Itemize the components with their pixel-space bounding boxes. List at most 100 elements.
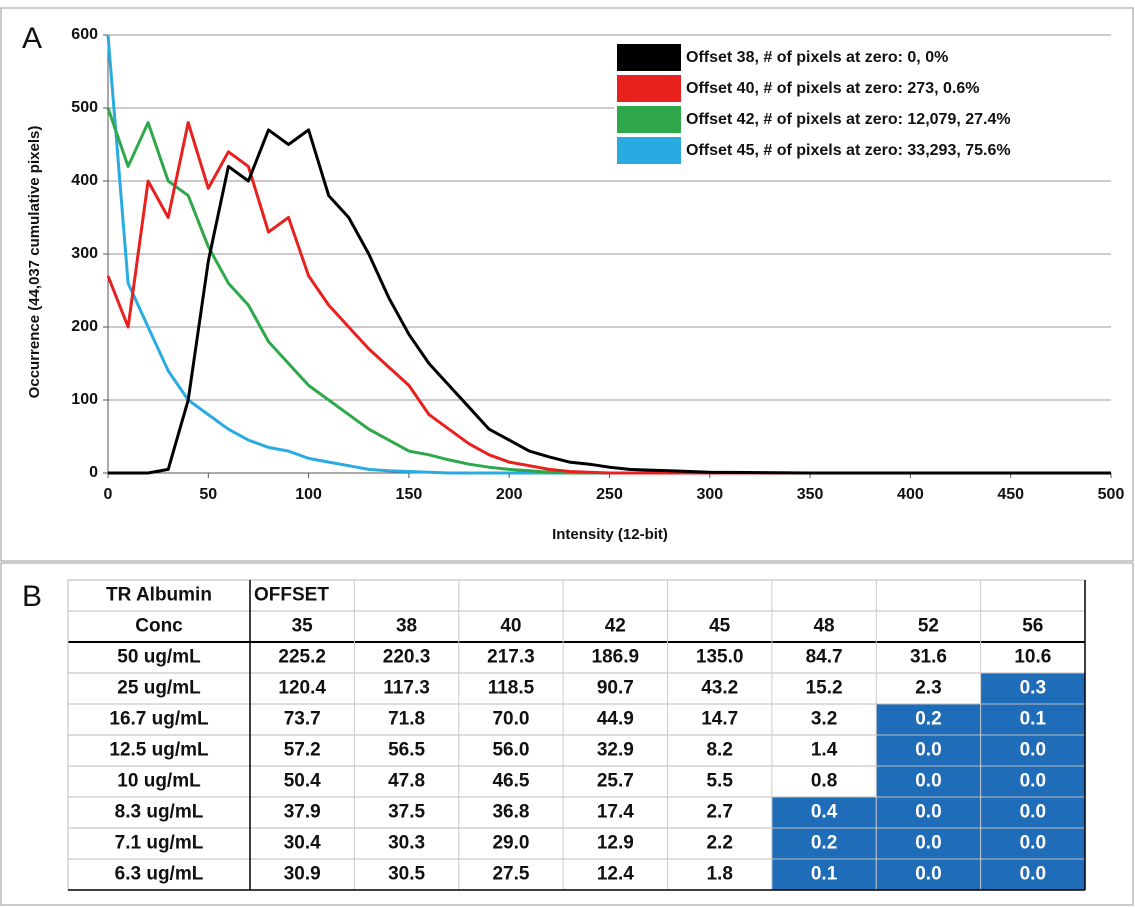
- table-cell: 0.8: [811, 771, 837, 792]
- table-cell: 0.3: [1020, 678, 1046, 699]
- highlight-cell: [980, 673, 1085, 704]
- x-tick-label: 0: [104, 486, 113, 503]
- row-label: 10 ug/mL: [117, 771, 201, 792]
- row-label: 8.3 ug/mL: [115, 802, 204, 823]
- x-tick-label: 300: [696, 486, 723, 503]
- table-cell: 14.7: [701, 709, 738, 730]
- table-cell: 56.0: [492, 740, 529, 761]
- row-label: 16.7 ug/mL: [109, 709, 209, 730]
- table-cell: 30.3: [388, 833, 425, 854]
- table-cell: 17.4: [597, 802, 634, 823]
- table-cell: 2.2: [706, 833, 732, 854]
- x-axis-label: Intensity (12-bit): [552, 526, 668, 543]
- table-cell: 0.2: [811, 833, 837, 854]
- legend-swatch: [617, 44, 681, 71]
- line-series: [106, 121, 1111, 475]
- highlight-cell: [876, 797, 981, 828]
- table-cell: 25.7: [597, 771, 634, 792]
- x-tick-label: 50: [199, 486, 217, 503]
- y-tick-label: 400: [71, 172, 98, 189]
- legend-swatch: [617, 75, 681, 102]
- table-cell: 1.8: [706, 864, 732, 885]
- highlight-cell: [980, 766, 1085, 797]
- y-tick-label: 600: [71, 26, 98, 43]
- table-cell: 8.2: [706, 740, 732, 761]
- highlight-cell: [980, 704, 1085, 735]
- table-cell: 0.1: [811, 864, 838, 885]
- table-cell: 27.5: [492, 864, 529, 885]
- table-cell: 118.5: [488, 678, 535, 699]
- table-cell: 0.2: [915, 709, 941, 730]
- table-cell: 220.3: [383, 647, 431, 668]
- table-cell: 46.5: [492, 771, 529, 792]
- table-cell: 30.9: [284, 864, 321, 885]
- table-cell: 0.0: [915, 864, 941, 885]
- highlight-cell: [876, 735, 981, 766]
- table-cell: 37.9: [284, 802, 321, 823]
- table-cell: 0.0: [1020, 740, 1046, 761]
- x-tick-label: 400: [897, 486, 924, 503]
- highlight-cell: [876, 828, 981, 859]
- legend-label: Offset 45, # of pixels at zero: 33,293, …: [686, 142, 1011, 159]
- row-label: 7.1 ug/mL: [115, 833, 204, 854]
- highlight-cell: [771, 828, 877, 859]
- line-series: [108, 128, 1111, 475]
- table-cell: 12.9: [597, 833, 634, 854]
- table-cell: 44.9: [597, 709, 634, 730]
- row-label: 50 ug/mL: [117, 647, 201, 668]
- column-header: 48: [813, 616, 834, 637]
- table-cell: 117.3: [383, 678, 430, 699]
- highlight-cell: [876, 859, 981, 890]
- table-cell: 225.2: [278, 647, 326, 668]
- x-tick-label: 350: [797, 486, 824, 503]
- row-label: 6.3 ug/mL: [115, 864, 204, 885]
- highlight-cell: [876, 766, 981, 797]
- table-header: TR Albumin: [106, 585, 212, 606]
- table-header: Conc: [135, 616, 183, 637]
- table-cell: 135.0: [696, 647, 744, 668]
- x-tick-label: 150: [396, 486, 423, 503]
- row-label: 12.5 ug/mL: [109, 740, 209, 761]
- highlight-cell: [876, 704, 981, 735]
- x-tick-label: 250: [596, 486, 623, 503]
- table-cell: 90.7: [597, 678, 634, 699]
- table-header: OFFSET: [254, 585, 329, 606]
- table-cell: 0.0: [915, 740, 941, 761]
- y-tick-label: 500: [71, 99, 98, 116]
- table-cell: 0.1: [1020, 709, 1047, 730]
- column-header: 35: [292, 616, 314, 637]
- highlight-cell: [771, 797, 877, 828]
- column-header: 42: [605, 616, 626, 637]
- x-tick-label: 500: [1098, 486, 1125, 503]
- y-tick-label: 200: [71, 318, 98, 335]
- table-cell: 30.5: [388, 864, 425, 885]
- column-header: 40: [500, 616, 521, 637]
- highlight-cell: [980, 735, 1085, 766]
- table-cell: 0.0: [915, 802, 941, 823]
- table-cell: 73.7: [284, 709, 321, 730]
- y-axis-label: Occurrence (44,037 cumulative pixels): [26, 126, 43, 399]
- table-cell: 47.8: [388, 771, 425, 792]
- table-cell: 29.0: [492, 833, 529, 854]
- table-cell: 12.4: [597, 864, 634, 885]
- highlight-cell: [771, 859, 877, 890]
- table-cell: 57.2: [284, 740, 321, 761]
- table-cell: 2.3: [915, 678, 941, 699]
- row-label: 25 ug/mL: [117, 678, 201, 699]
- table-cell: 30.4: [284, 833, 321, 854]
- table-cell: 70.0: [492, 709, 529, 730]
- legend-label: Offset 40, # of pixels at zero: 273, 0.6…: [686, 80, 979, 97]
- table-cell: 31.6: [910, 647, 947, 668]
- column-header: 45: [709, 616, 731, 637]
- highlight-cell: [980, 859, 1085, 890]
- table-cell: 0.0: [1020, 771, 1046, 792]
- table-cell: 50.4: [284, 771, 321, 792]
- table-cell: 0.0: [915, 833, 941, 854]
- table-cell: 32.9: [597, 740, 634, 761]
- table-cell: 0.4: [811, 802, 838, 823]
- table-cell: 3.2: [811, 709, 837, 730]
- table-cell: 0.0: [915, 771, 941, 792]
- table-cell: 71.8: [388, 709, 425, 730]
- panel-b-frame: [0, 562, 1134, 906]
